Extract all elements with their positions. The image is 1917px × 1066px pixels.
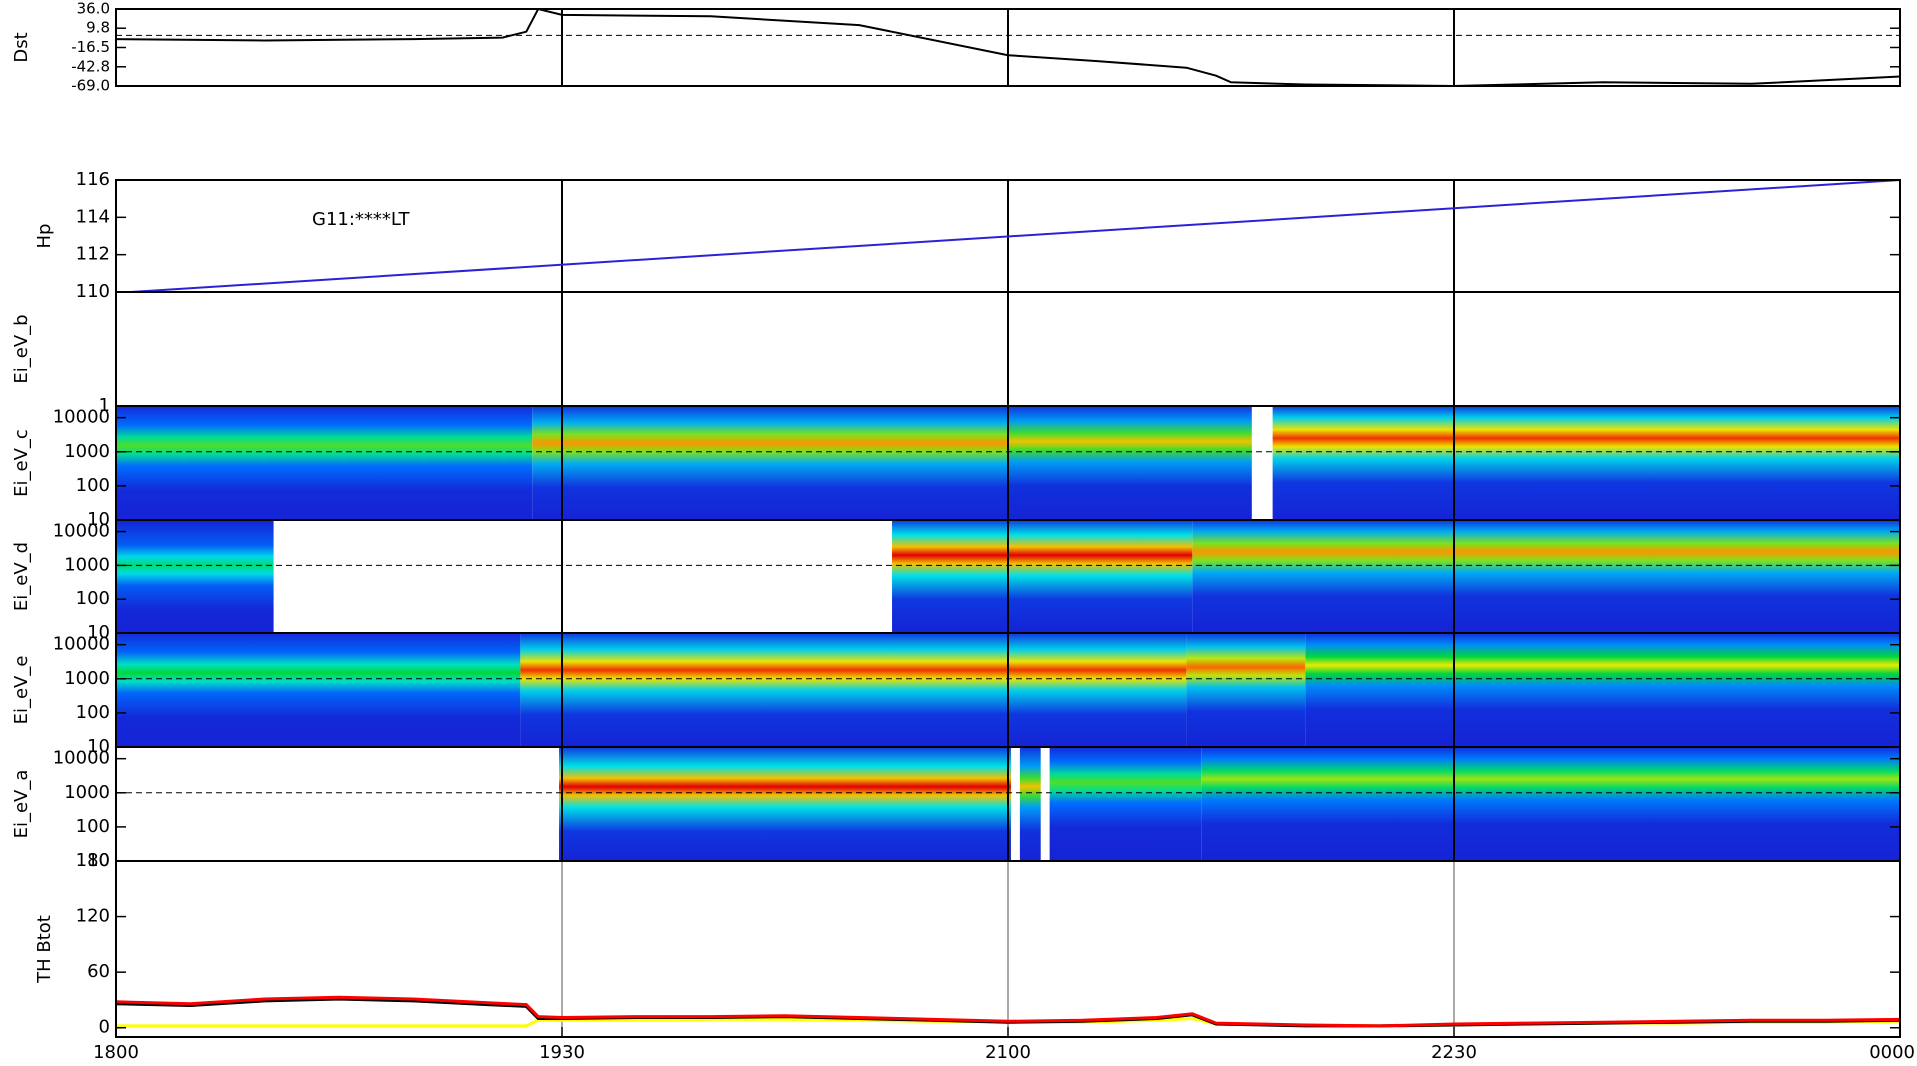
- y-axis-label: Ei_eV_c: [11, 429, 32, 497]
- x-tick-label: 1800: [93, 1042, 139, 1063]
- panel: 10 100 1000 10000 Ei_eV_a: [11, 746, 1901, 871]
- spectrogram-cell: [1272, 406, 1900, 520]
- y-tick-label: -69.0: [71, 77, 110, 95]
- spectrogram-cell: [1305, 633, 1900, 747]
- y-tick-label: 1000: [64, 668, 110, 689]
- x-tick-label: 1930: [539, 1042, 585, 1063]
- spectrogram-cell: [532, 406, 1008, 520]
- y-tick-label: 10000: [53, 407, 110, 428]
- data-line: [115, 995, 1901, 1028]
- y-tick-label: 120: [76, 906, 110, 927]
- y-tick-label: 100: [76, 588, 110, 609]
- y-tick-label: 114: [76, 206, 110, 227]
- y-tick-label: 9.8: [86, 19, 110, 37]
- y-axis-label: TH Btot: [34, 915, 55, 984]
- y-tick-label: 10000: [53, 748, 110, 769]
- spectrogram-cell: [1049, 747, 1202, 861]
- y-tick-label: 100: [76, 816, 110, 837]
- y-tick-label: 100: [76, 475, 110, 496]
- spectrogram-cell: [559, 747, 1011, 861]
- x-tick-label: 2230: [1431, 1042, 1477, 1063]
- y-axis-label: Ei_eV_d: [11, 542, 32, 611]
- y-tick-label: 112: [76, 244, 110, 265]
- panel: 110 112 114 116 Hp G11:****LT: [34, 169, 1901, 302]
- y-tick-label: 1: [99, 395, 110, 416]
- y-tick-label: 116: [76, 169, 110, 190]
- y-tick-label: 36.0: [77, 0, 110, 18]
- y-tick-label: 110: [76, 281, 110, 302]
- spectrogram-cell: [892, 520, 1193, 633]
- spectrogram-cell: [116, 633, 521, 747]
- spectrogram-cell: [1008, 406, 1252, 520]
- y-axis-label: Ei_eV_a: [11, 770, 32, 839]
- y-axis-label: Dst: [11, 32, 32, 62]
- spectrogram-cell: [1019, 747, 1041, 861]
- y-tick-label: 10: [87, 850, 110, 871]
- annotation: G11:****LT: [312, 209, 410, 230]
- panel: 10 100 1000 10000 Ei_eV_c: [11, 405, 1901, 530]
- y-tick-label: 10000: [53, 521, 110, 542]
- x-tick-label: 0000: [1869, 1042, 1915, 1063]
- x-tick-label: 2100: [985, 1042, 1031, 1063]
- y-tick-label: 1000: [64, 782, 110, 803]
- panel: 10 100 1000 10000 Ei_eV_e: [11, 632, 1901, 757]
- panel: 1 Ei_eV_b: [11, 291, 1901, 416]
- panel: 36.09.8-16.5-42.8 -69.0 Dst: [11, 0, 1901, 95]
- y-tick-label: 10: [87, 622, 110, 643]
- panel: 10 100 1000 10000 Ei_eV_d: [11, 519, 1901, 643]
- y-axis-label: Ei_eV_e: [11, 656, 32, 725]
- y-tick-label: 0: [99, 1017, 110, 1038]
- y-tick-label: -16.5: [71, 38, 110, 56]
- spectrogram-cell: [116, 406, 533, 520]
- y-tick-label: -42.8: [71, 57, 110, 75]
- spectrogram-cell: [520, 633, 1187, 747]
- y-tick-label: 1000: [64, 441, 110, 462]
- panel: 0 60 120 180 TH Btot 1800 1930 2100 2230 0000: [34, 850, 1915, 1063]
- y-tick-label: 10: [87, 509, 110, 530]
- y-tick-label: 1000: [64, 554, 110, 575]
- data-line: [130, 179, 1901, 293]
- y-tick-label: 100: [76, 702, 110, 723]
- y-tick-label: 10000: [53, 634, 110, 655]
- spectrogram-cell: [1201, 747, 1900, 861]
- y-tick-label: 10: [87, 736, 110, 757]
- y-axis-label: Ei_eV_b: [11, 314, 32, 383]
- y-axis-label: Hp: [34, 224, 55, 249]
- spectrogram-cell: [1186, 633, 1306, 747]
- y-tick-label: 180: [76, 850, 110, 871]
- y-tick-label: 60: [87, 961, 110, 982]
- spectrogram-cell: [116, 520, 274, 633]
- spectrogram-cell: [1192, 520, 1900, 633]
